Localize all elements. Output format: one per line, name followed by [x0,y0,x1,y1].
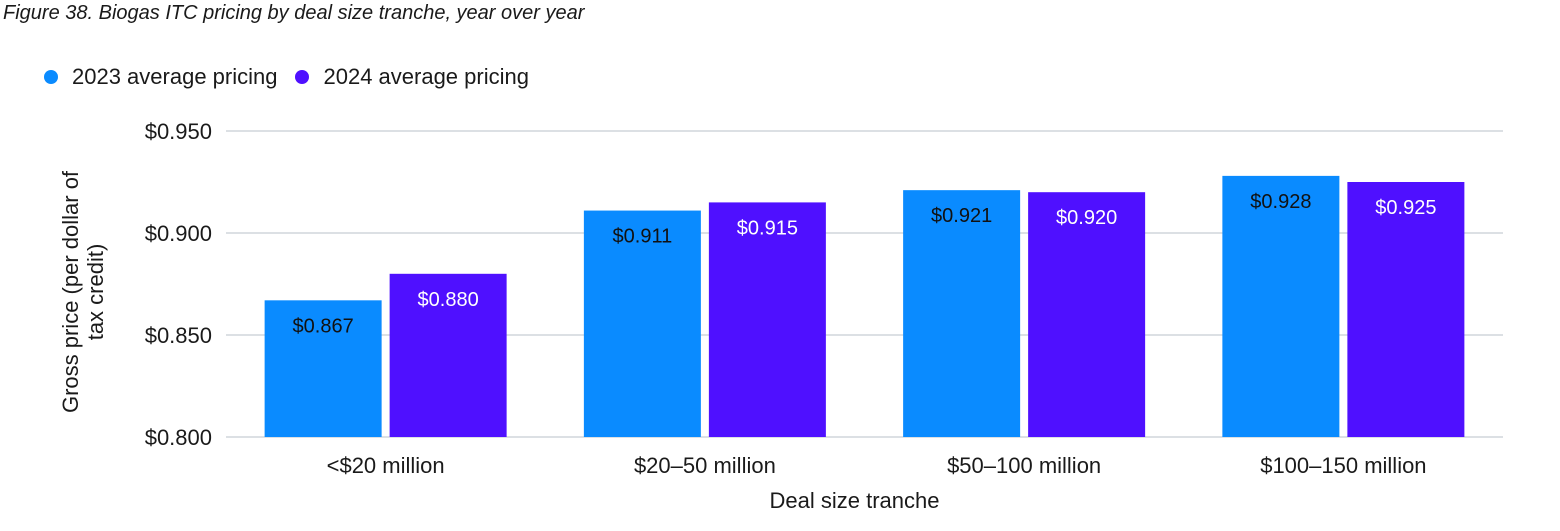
bar-2023-0 [264,300,382,437]
y-tick-label-0: $0.800 [145,425,212,450]
x-tick-label-2: $50–100 million [947,453,1101,478]
y-axis-title-line-0: Gross price (per dollar of [58,170,83,413]
x-axis-title: Deal size tranche [770,488,940,513]
x-tick-label-3: $100–150 million [1260,453,1426,478]
x-tick-label-0: <$20 million [327,453,445,478]
data-label-2023-3: $0.928 [1250,191,1311,213]
data-label-2024-0: $0.880 [418,289,479,311]
data-label-2024-3: $0.925 [1375,197,1436,219]
data-label-2023-0: $0.867 [293,315,354,337]
bar-2023-3 [1222,175,1340,437]
legend-item-2023: 2023 average pricing [44,64,277,90]
chart-title: Figure 38. Biogas ITC pricing by deal si… [3,2,585,24]
bar-2023-2 [903,190,1021,437]
y-tick-label-1: $0.850 [145,323,212,348]
legend-item-2024: 2024 average pricing [295,64,529,90]
bar-2024-0 [389,273,507,437]
bar-2023-1 [583,210,701,437]
bar-2024-3 [1347,182,1465,437]
y-tick-label-2: $0.900 [145,221,212,246]
chart-legend: 2023 average pricing 2024 average pricin… [44,64,547,90]
data-label-2024-2: $0.920 [1056,207,1117,229]
data-label-2024-1: $0.915 [737,217,798,239]
y-tick-label-3: $0.950 [145,119,212,144]
data-label-2023-2: $0.921 [931,205,992,227]
legend-swatch-2024 [295,70,310,84]
y-axis-title-line-1: tax credit) [83,244,108,341]
bar-2024-1 [708,202,826,437]
bar-2024-2 [1028,192,1146,437]
data-label-2023-1: $0.911 [613,226,673,248]
x-tick-label-1: $20–50 million [634,453,776,478]
legend-label-2024: 2024 average pricing [323,64,529,89]
legend-swatch-2023 [44,70,58,84]
legend-label-2023: 2023 average pricing [72,64,278,89]
